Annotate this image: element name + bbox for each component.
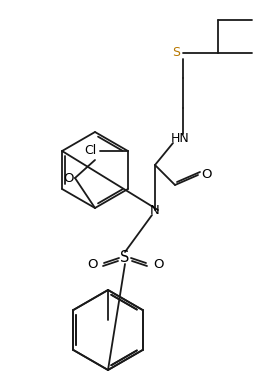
Text: N: N [150,203,160,217]
Text: Cl: Cl [84,145,96,158]
Text: O: O [87,258,97,271]
Text: S: S [172,47,180,59]
Text: O: O [153,258,163,271]
Text: S: S [120,251,130,265]
Text: O: O [201,169,211,181]
Text: O: O [63,172,73,185]
Text: HN: HN [171,131,189,145]
